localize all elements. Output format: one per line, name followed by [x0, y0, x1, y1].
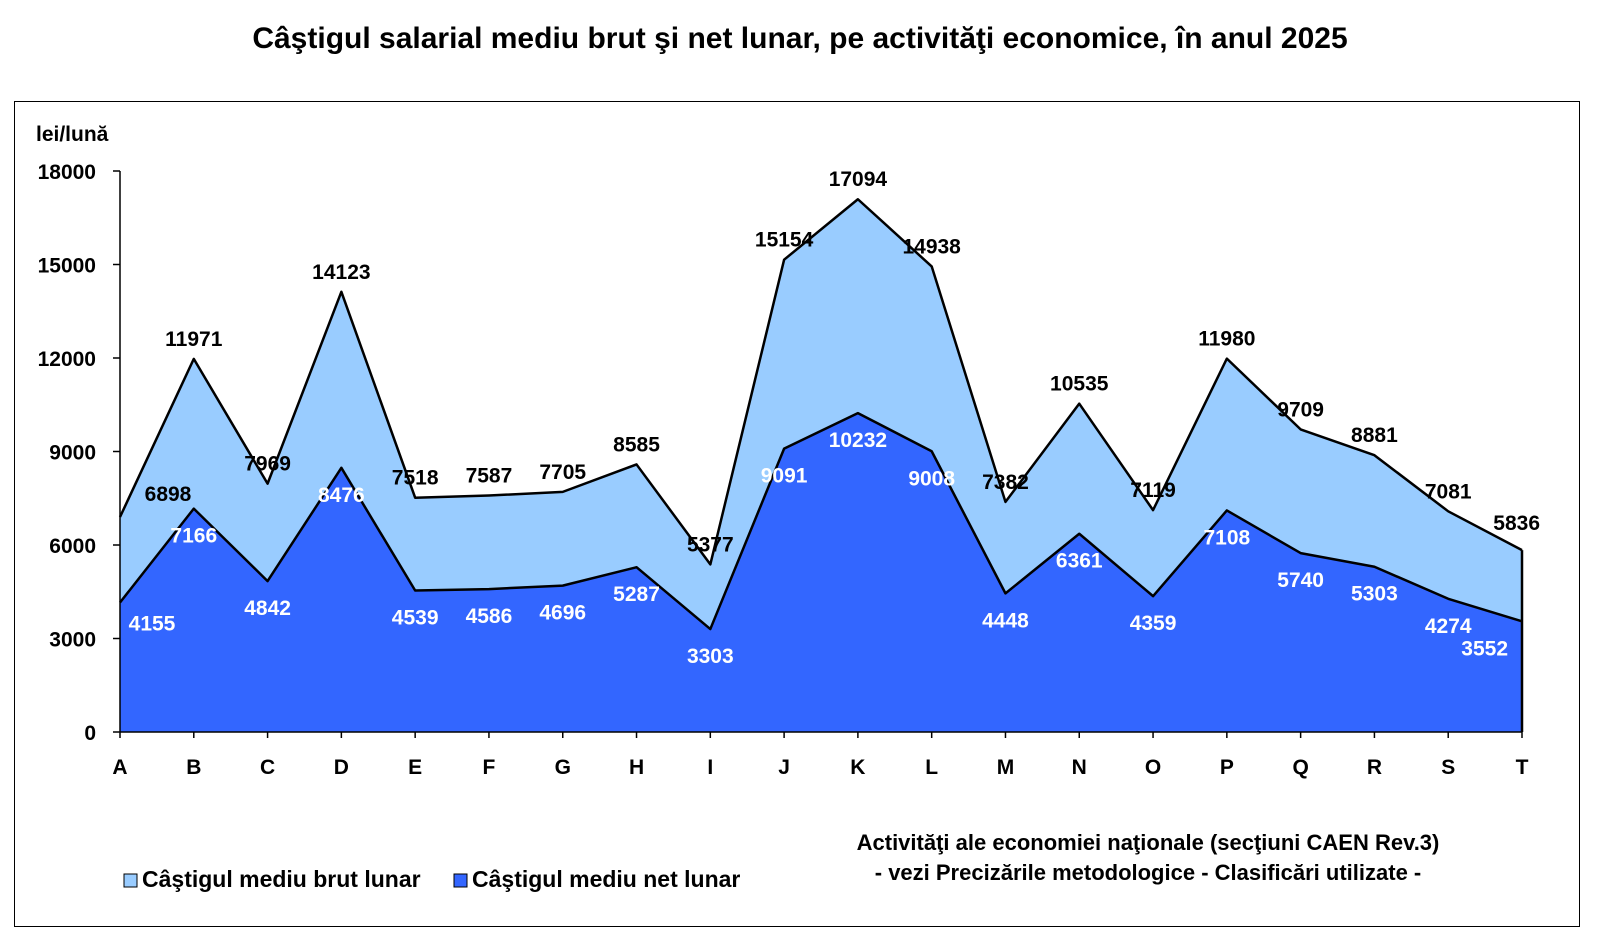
net-data-label: 10232: [829, 429, 887, 452]
net-data-label: 8476: [318, 484, 365, 507]
x-tick-label: E: [408, 756, 422, 779]
x-tick-label: O: [1145, 756, 1161, 779]
axes: [119, 171, 1522, 733]
gross-data-label: 7587: [466, 465, 513, 488]
gross-data-label: 7382: [982, 471, 1029, 494]
x-tick-label: D: [334, 756, 349, 779]
net-data-label: 6361: [1056, 550, 1103, 573]
gross-data-label: 11980: [1198, 328, 1255, 351]
net-data-label: 4359: [1130, 612, 1177, 635]
net-data-labels: 4155 7166 4842 8476 4539 4586 4696 5287 3303 9091…: [129, 429, 1508, 668]
series-area-net: [120, 413, 1522, 732]
chart-title: Câştigul salarial mediu brut şi net luna…: [252, 22, 1348, 55]
x-tick-label: Q: [1292, 756, 1308, 779]
x-tick-label: R: [1367, 756, 1382, 779]
net-data-label: 5303: [1351, 583, 1398, 606]
net-data-label: 4274: [1425, 615, 1472, 638]
legend-label-net: Câştigul mediu net lunar: [472, 866, 740, 892]
net-data-label: 7108: [1203, 526, 1250, 549]
gross-data-label: 14938: [902, 235, 961, 258]
x-tick-label: G: [555, 756, 571, 779]
gross-data-label: 6898: [145, 483, 192, 506]
gross-data-label: 7081: [1425, 480, 1472, 503]
gross-data-label: 5377: [687, 533, 734, 556]
y-tick-label: 12000: [38, 348, 96, 371]
y-tick-label: 9000: [49, 442, 96, 465]
gross-data-label: 7518: [392, 467, 439, 490]
x-tick-label: K: [850, 756, 865, 779]
y-tick-label: 15000: [38, 255, 96, 278]
net-data-label: 7166: [170, 525, 217, 548]
legend-swatch-gross: [123, 873, 138, 888]
x-tick-label: L: [925, 756, 938, 779]
y-axis: 0 3000 6000 9000 12000 15000 18000: [38, 161, 120, 745]
gross-data-label: 7705: [539, 461, 586, 484]
x-tick-label: I: [707, 756, 713, 779]
gross-data-label: 15154: [755, 229, 814, 252]
gross-data-label: 10535: [1050, 373, 1109, 396]
net-data-label: 5740: [1277, 569, 1324, 592]
net-data-label: 3552: [1461, 637, 1508, 660]
y-tick-label: 6000: [49, 535, 96, 558]
gross-data-labels: 6898 11971 7969 14123 7518 7587 7705 8585 5377 15…: [145, 168, 1540, 556]
legend: Câştigul mediu brut lunar Câştigul mediu…: [123, 866, 740, 892]
x-tick-label: A: [112, 756, 127, 779]
net-data-label: 4696: [539, 602, 586, 625]
y-tick-label: 3000: [49, 629, 96, 652]
x-tick-label: J: [778, 756, 790, 779]
legend-swatch-net: [453, 873, 468, 888]
x-tick-label: P: [1220, 756, 1234, 779]
y-axis-label: lei/lună: [36, 123, 109, 146]
gross-data-label: 9709: [1277, 398, 1324, 421]
gross-data-label: 14123: [312, 261, 370, 284]
x-axis-label: Activităţi ale economiei naţionale (secţ…: [857, 830, 1440, 855]
net-data-label: 3303: [687, 645, 734, 668]
x-tick-label: C: [260, 756, 275, 779]
x-tick-label: N: [1072, 756, 1087, 779]
x-tick-label: M: [997, 756, 1015, 779]
gross-data-label: 11971: [165, 328, 223, 351]
x-tick-label: T: [1516, 756, 1529, 779]
gross-data-label: 8585: [613, 433, 660, 456]
net-data-label: 5287: [613, 583, 660, 606]
gross-data-label: 17094: [829, 168, 888, 191]
x-tick-label: F: [483, 756, 496, 779]
net-data-label: 4155: [129, 613, 176, 636]
y-tick-label: 0: [84, 722, 96, 745]
net-data-label: 9091: [761, 465, 808, 488]
net-data-label: 4586: [466, 605, 513, 628]
x-tick-label: B: [186, 756, 201, 779]
gross-data-label: 5836: [1493, 512, 1540, 535]
gross-data-label: 7119: [1130, 479, 1176, 502]
gross-data-label: 7969: [244, 453, 291, 476]
gross-data-label: 8881: [1351, 424, 1398, 447]
x-tick-label: S: [1441, 756, 1455, 779]
series-areas: [118, 197, 1524, 733]
series-line-gross: [118, 197, 1523, 566]
net-data-label: 4842: [244, 597, 291, 620]
net-data-label: 4448: [982, 609, 1029, 632]
legend-label-gross: Câştigul mediu brut lunar: [142, 866, 421, 892]
x-axis-note: - vezi Precizările metodologice - Clasif…: [875, 860, 1422, 885]
net-data-label: 4539: [392, 607, 439, 630]
y-tick-label: 18000: [38, 161, 96, 184]
series-line-net: [119, 411, 1523, 631]
x-axis: A B C D E F G H I J K L M N O P Q R S T: [112, 732, 1529, 779]
x-tick-label: H: [629, 756, 644, 779]
net-data-label: 9008: [908, 467, 955, 490]
